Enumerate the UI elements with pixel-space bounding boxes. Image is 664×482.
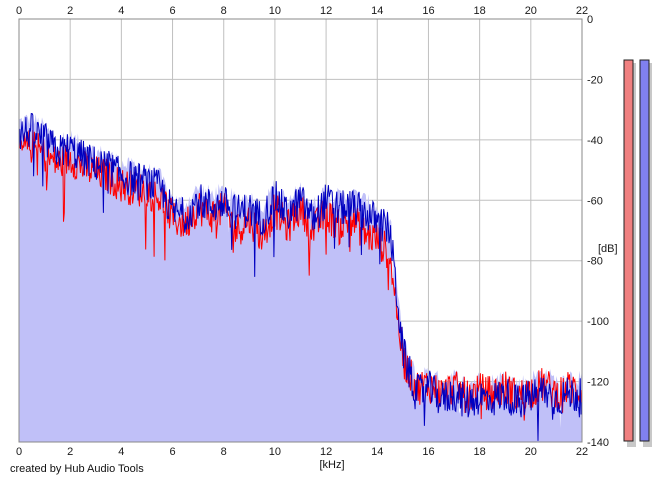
x-tick-label-top: 10 bbox=[269, 5, 281, 17]
y-tick-label: -40 bbox=[587, 135, 603, 147]
credit-text: created by Hub Audio Tools bbox=[10, 463, 144, 475]
level-meters bbox=[623, 59, 652, 447]
x-tick-label-bottom: 14 bbox=[371, 446, 383, 458]
x-tick-label-top: 20 bbox=[525, 5, 537, 17]
series-line-left bbox=[18, 130, 583, 421]
x-tick-label-bottom: 10 bbox=[269, 446, 281, 458]
plot-frame bbox=[18, 18, 583, 443]
meter-right bbox=[639, 59, 650, 442]
x-axis-bottom: 0 2 4 6 8 10 12 14 16 18 20 22 bbox=[16, 446, 588, 458]
x-tick-label-top: 18 bbox=[474, 5, 486, 17]
y-tick-label: -60 bbox=[587, 195, 603, 207]
y-tick-label: -20 bbox=[587, 74, 603, 86]
spectrum-fill bbox=[19, 112, 582, 443]
x-tick-label-top: 0 bbox=[16, 5, 22, 17]
y-tick-label: -140 bbox=[587, 437, 609, 449]
x-tick-label-bottom: 12 bbox=[320, 446, 332, 458]
y-axis-right: 0 -20 -40 -60 -80 -100 -120 -140 bbox=[587, 14, 609, 449]
x-tick-label-bottom: 18 bbox=[474, 446, 486, 458]
y-axis-label: [dB] bbox=[598, 243, 618, 255]
x-tick-label-top: 2 bbox=[67, 5, 73, 17]
x-tick-label-top: 12 bbox=[320, 5, 332, 17]
x-tick-label-bottom: 0 bbox=[16, 446, 22, 458]
spectrum-lines bbox=[18, 112, 583, 441]
x-tick-label-top: 6 bbox=[169, 5, 175, 17]
y-tick-label: -100 bbox=[587, 316, 609, 328]
x-axis-label: [kHz] bbox=[319, 459, 344, 471]
y-tick-label: -80 bbox=[587, 256, 603, 268]
x-tick-label-top: 22 bbox=[576, 5, 588, 17]
series-line-right bbox=[18, 112, 583, 441]
x-tick-label-top: 16 bbox=[422, 5, 434, 17]
x-tick-label-bottom: 16 bbox=[422, 446, 434, 458]
x-axis-top: 0 2 4 6 8 10 12 14 16 18 20 22 bbox=[16, 5, 588, 17]
x-tick-label-bottom: 2 bbox=[67, 446, 73, 458]
x-tick-label-bottom: 8 bbox=[221, 446, 227, 458]
x-tick-label-bottom: 6 bbox=[169, 446, 175, 458]
y-tick-label: 0 bbox=[587, 14, 593, 26]
x-tick-label-top: 14 bbox=[371, 5, 383, 17]
x-tick-label-top: 8 bbox=[221, 5, 227, 17]
x-tick-label-bottom: 22 bbox=[576, 446, 588, 458]
spectrum-area bbox=[19, 112, 582, 443]
x-tick-label-bottom: 4 bbox=[118, 446, 124, 458]
x-tick-label-bottom: 20 bbox=[525, 446, 537, 458]
y-tick-label: -120 bbox=[587, 377, 609, 389]
x-tick-label-top: 4 bbox=[118, 5, 124, 17]
meter-left bbox=[623, 59, 634, 442]
